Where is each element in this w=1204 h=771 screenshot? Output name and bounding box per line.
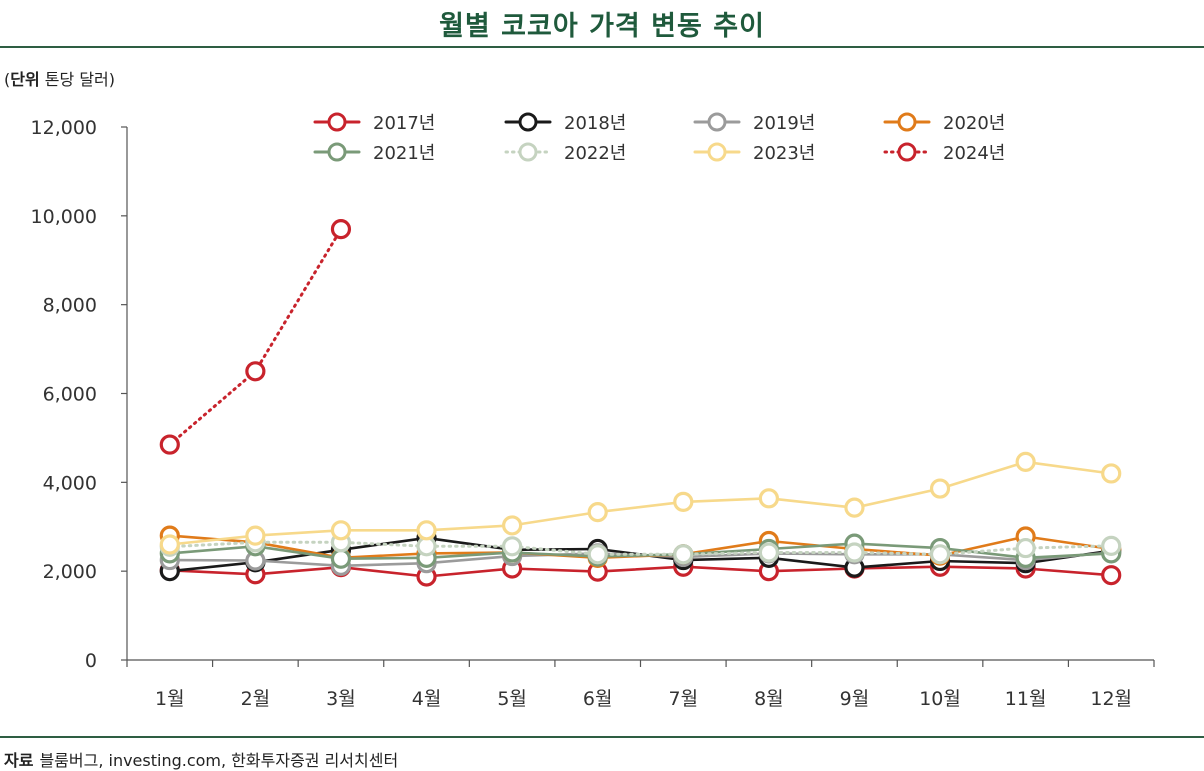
legend-label: 2018년 xyxy=(564,113,626,134)
series-line xyxy=(168,460,1113,546)
data-point xyxy=(416,520,437,541)
data-point xyxy=(1101,565,1122,586)
legend-label: 2020년 xyxy=(943,113,1005,134)
data-point xyxy=(159,534,180,555)
y-tick-label: 4,000 xyxy=(43,472,97,494)
data-point xyxy=(502,515,523,536)
data-point xyxy=(330,548,352,569)
series-line xyxy=(168,227,343,447)
chart-title: 월별 코코아 가격 변동 추이 xyxy=(439,11,765,42)
legend-swatch-marker xyxy=(518,112,538,132)
x-tick-label: 3월 xyxy=(326,688,356,710)
data-point xyxy=(587,501,608,523)
series-line xyxy=(168,565,1113,578)
legend-swatch-marker xyxy=(707,142,727,162)
x-tick-label: 10월 xyxy=(919,688,961,710)
data-point xyxy=(673,544,694,565)
x-tick-label: 8월 xyxy=(754,688,784,710)
legend-label: 2021년 xyxy=(373,143,435,164)
data-point xyxy=(673,491,694,512)
y-tick-label: 6,000 xyxy=(43,384,97,406)
unit-label-text: 톤당 달러 xyxy=(44,70,109,89)
y-tick-label: 10,000 xyxy=(31,206,97,228)
data-point xyxy=(1101,535,1122,556)
legend-swatch-marker xyxy=(897,142,917,162)
x-tick-label: 9월 xyxy=(840,688,870,710)
unit-label-prefix: 단위 xyxy=(10,70,40,89)
data-point xyxy=(330,219,352,240)
data-point xyxy=(502,536,523,557)
data-point xyxy=(1015,451,1036,473)
x-tick-label: 6월 xyxy=(583,688,613,710)
y-tick-label: 2,000 xyxy=(43,561,97,583)
legend-swatch-marker xyxy=(327,112,347,132)
data-point xyxy=(159,434,180,455)
data-point xyxy=(330,520,352,541)
series-line xyxy=(168,542,1113,560)
data-point xyxy=(758,542,779,563)
unit-label: (단위 톤당 달러) xyxy=(4,70,116,89)
source-divider xyxy=(0,736,1204,738)
title-divider xyxy=(0,46,1204,48)
legend-swatch-marker xyxy=(518,142,538,162)
legend-swatch-marker xyxy=(707,112,727,132)
legend-label: 2023년 xyxy=(753,143,815,164)
data-point xyxy=(758,488,779,509)
legend-label: 2019년 xyxy=(753,113,815,134)
x-tick-label: 7월 xyxy=(669,688,699,710)
x-tick-label: 5월 xyxy=(497,688,527,710)
x-tick-label: 12월 xyxy=(1090,688,1132,710)
x-tick-label: 1월 xyxy=(155,688,185,710)
y-tick-label: 8,000 xyxy=(43,295,97,317)
x-tick-label: 11월 xyxy=(1005,688,1047,710)
data-point xyxy=(929,544,951,565)
y-tick-label: 0 xyxy=(85,650,97,672)
legend-label: 2024년 xyxy=(943,143,1005,164)
data-point xyxy=(245,525,266,546)
legend-swatch-marker xyxy=(897,112,917,132)
data-point xyxy=(1101,463,1122,484)
y-tick-label: 12,000 xyxy=(31,117,97,139)
data-point xyxy=(1015,537,1036,559)
data-point xyxy=(587,544,608,565)
data-point xyxy=(929,478,951,499)
x-tick-label: 4월 xyxy=(412,688,442,710)
data-point xyxy=(844,497,865,518)
data-point xyxy=(844,542,865,563)
legend-swatch-marker xyxy=(327,142,347,162)
data-point xyxy=(245,361,266,382)
source-text: 블룸버그, investing.com, 한화투자증권 리서치센터 xyxy=(39,751,399,770)
x-tick-label: 2월 xyxy=(241,688,271,710)
legend-label: 2017년 xyxy=(373,113,435,134)
series-line xyxy=(168,540,1113,556)
legend-label: 2022년 xyxy=(564,143,626,164)
source-label: 자료 xyxy=(4,751,34,770)
source-note: 자료 블룸버그, investing.com, 한화투자증권 리서치센터 xyxy=(4,747,398,771)
